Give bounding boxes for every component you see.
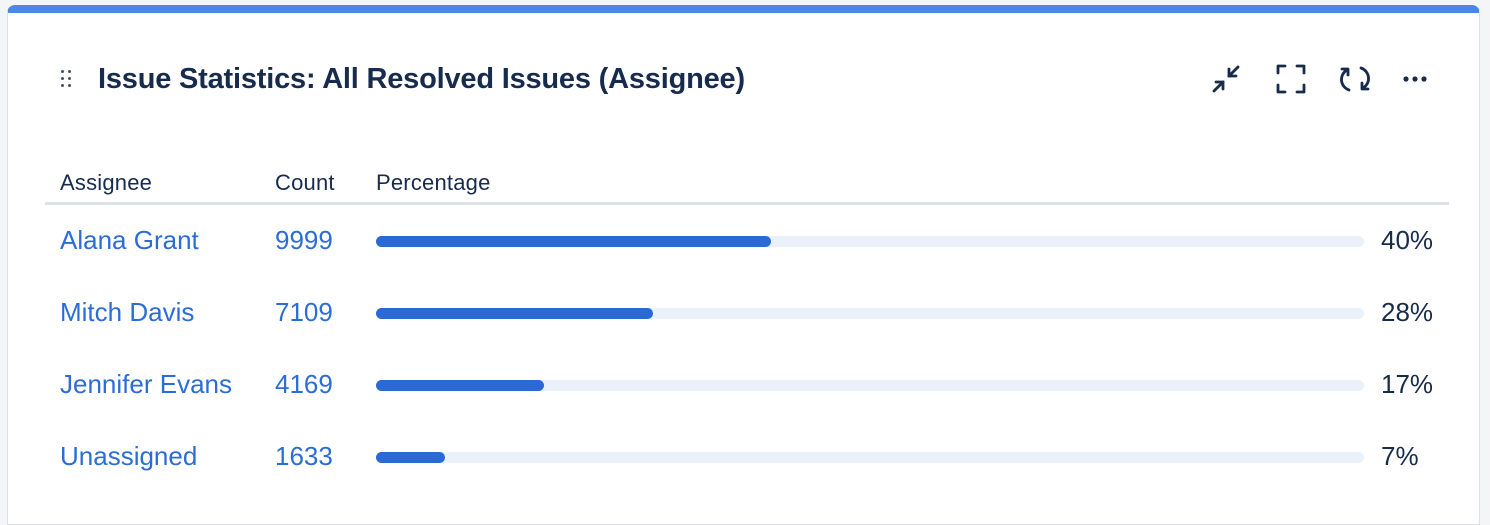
percentage-value: 7% xyxy=(1381,441,1419,471)
more-button[interactable] xyxy=(1395,59,1435,99)
fullscreen-icon xyxy=(1276,64,1306,94)
percentage-value: 17% xyxy=(1381,369,1434,399)
header-assignee: Assignee xyxy=(60,170,153,195)
assignee-link[interactable]: Unassigned xyxy=(60,441,198,471)
percentage-bar xyxy=(376,380,1364,391)
gadget-header: Issue Statistics: All Resolved Issues (A… xyxy=(8,13,1479,145)
minimize-icon xyxy=(1212,65,1240,93)
percentage-value: 28% xyxy=(1381,297,1434,327)
count-link[interactable]: 9999 xyxy=(275,225,333,255)
minimize-button[interactable] xyxy=(1206,59,1246,99)
table-row: Mitch Davis 7109 28% xyxy=(45,277,1449,349)
assignee-link[interactable]: Mitch Davis xyxy=(60,297,195,327)
header-count: Count xyxy=(275,170,335,195)
percentage-bar xyxy=(376,236,1364,247)
statistics-table: Assignee Count Percentage Alana Grant 99… xyxy=(45,153,1449,493)
fullscreen-button[interactable] xyxy=(1271,59,1311,99)
count-link[interactable]: 1633 xyxy=(275,441,333,471)
refresh-button[interactable] xyxy=(1335,59,1375,99)
percentage-bar xyxy=(376,452,1364,463)
percentage-bar-fill xyxy=(376,452,446,463)
count-link[interactable]: 4169 xyxy=(275,369,333,399)
header-percentage: Percentage xyxy=(376,170,491,195)
more-icon xyxy=(1403,76,1427,82)
table-row: Alana Grant 9999 40% xyxy=(45,205,1449,277)
table-header: Assignee Count Percentage xyxy=(45,153,1449,205)
percentage-bar-fill xyxy=(376,308,653,319)
drag-handle-icon[interactable] xyxy=(61,70,75,92)
table-row: Unassigned 1633 7% xyxy=(45,421,1449,493)
assignee-link[interactable]: Alana Grant xyxy=(60,225,199,255)
table-row: Jennifer Evans 4169 17% xyxy=(45,349,1449,421)
percentage-bar xyxy=(376,308,1364,319)
assignee-link[interactable]: Jennifer Evans xyxy=(60,369,232,399)
percentage-bar-fill xyxy=(376,236,772,247)
percentage-value: 40% xyxy=(1381,225,1434,255)
count-link[interactable]: 7109 xyxy=(275,297,333,327)
issue-statistics-gadget: Issue Statistics: All Resolved Issues (A… xyxy=(7,5,1480,525)
refresh-icon xyxy=(1340,66,1370,92)
percentage-bar-fill xyxy=(376,380,544,391)
gadget-title: Issue Statistics: All Resolved Issues (A… xyxy=(98,63,745,95)
